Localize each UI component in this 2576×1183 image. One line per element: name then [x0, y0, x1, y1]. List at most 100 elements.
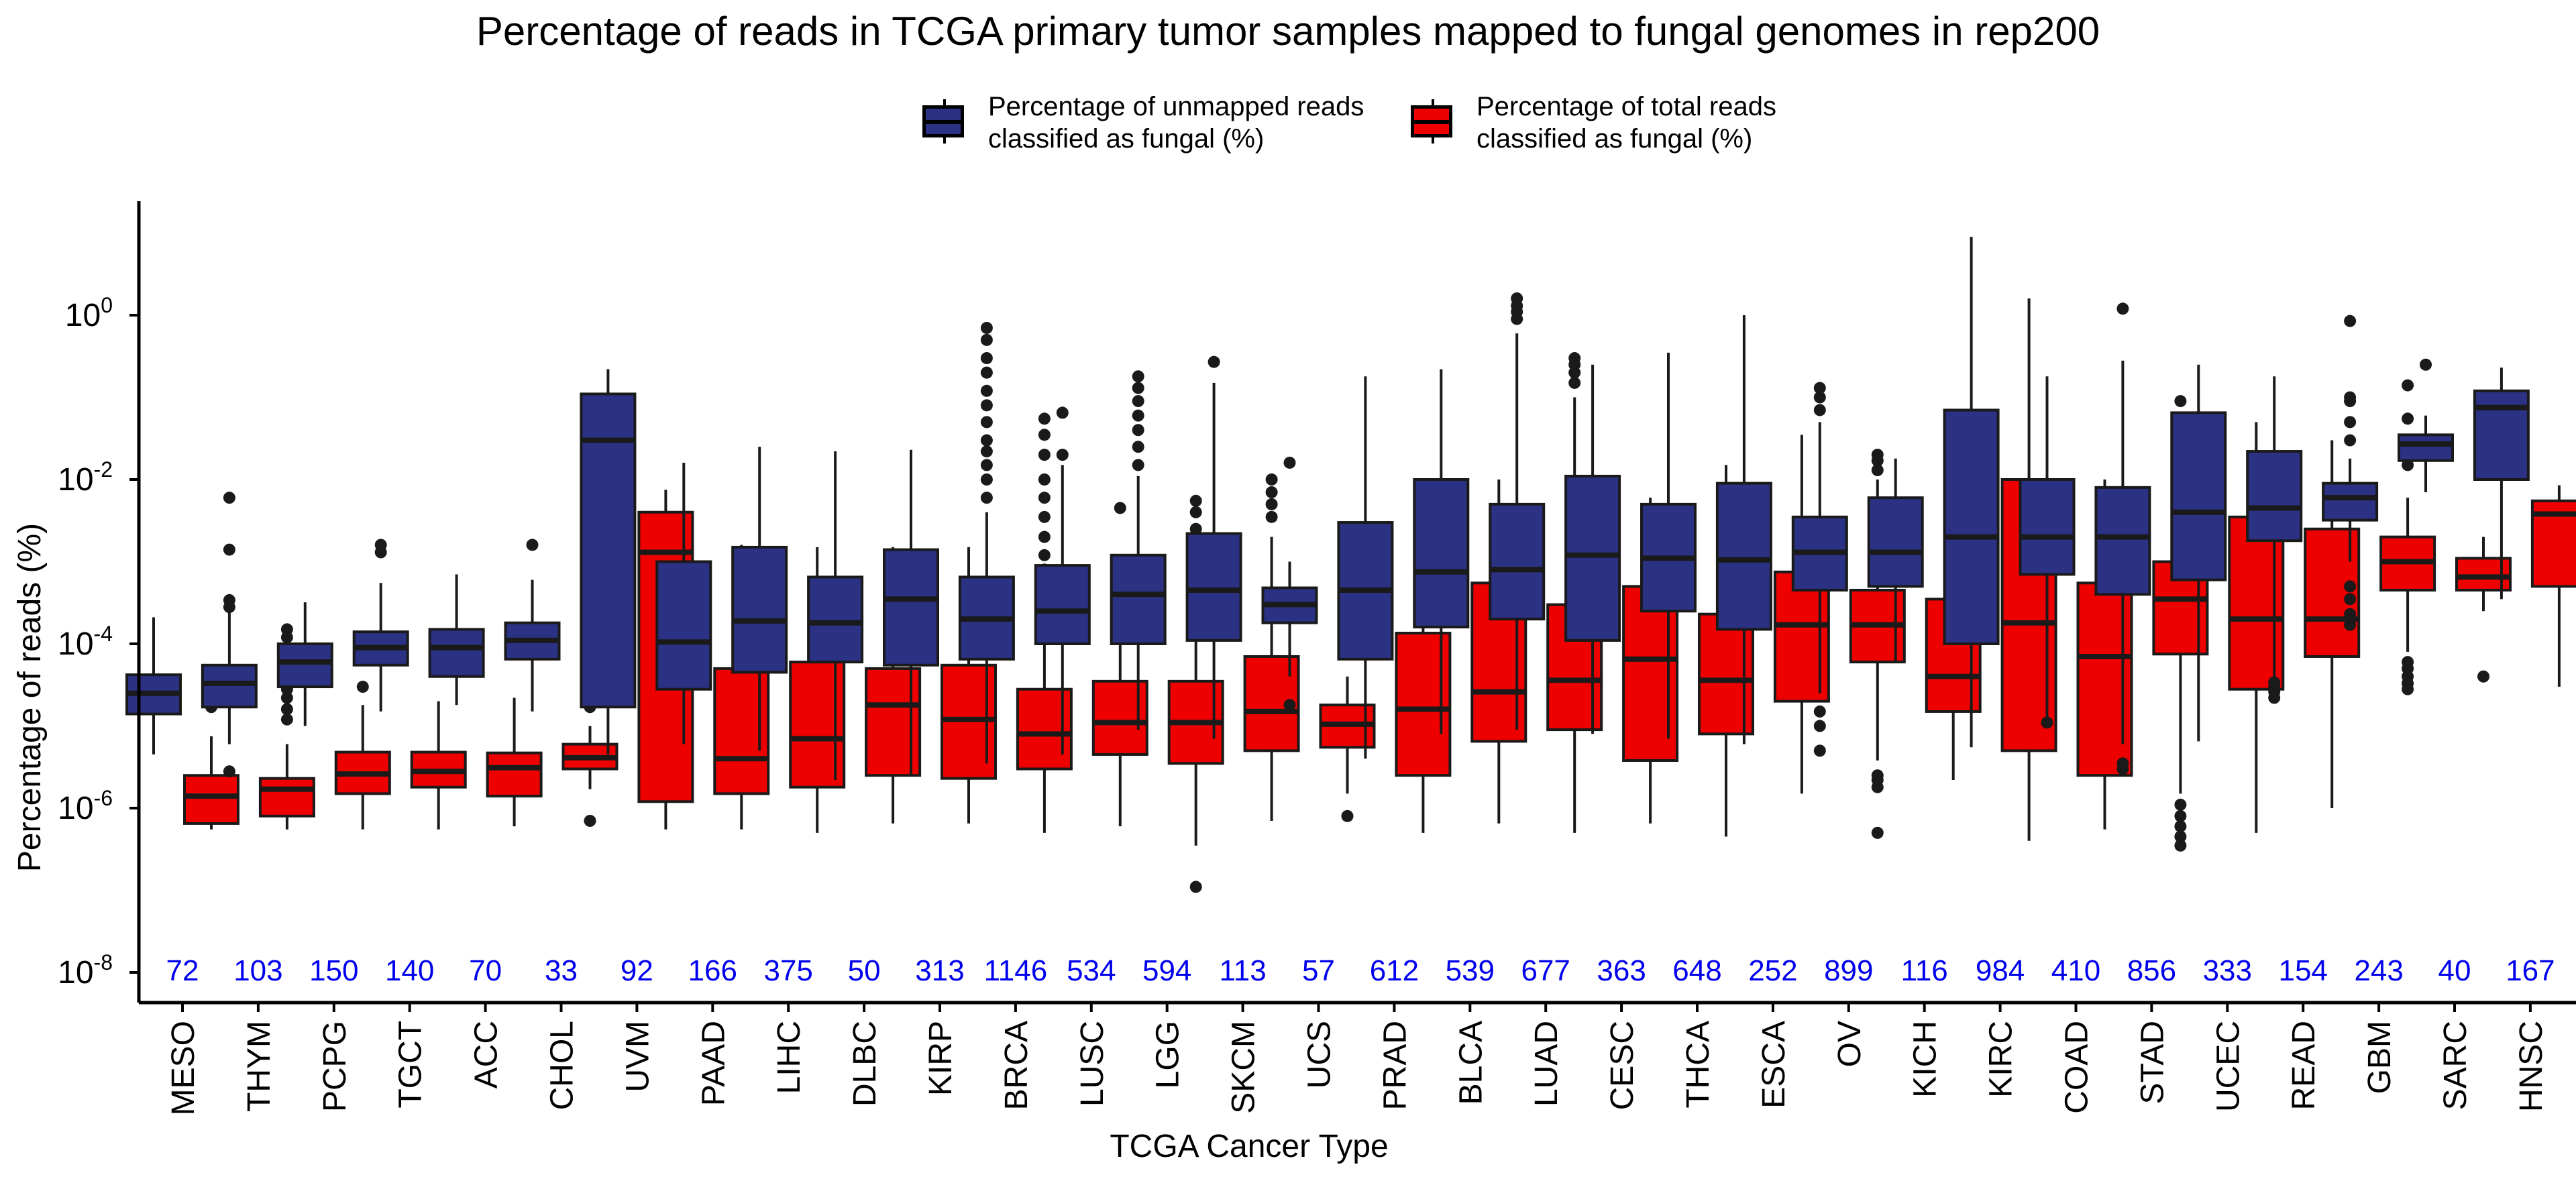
sample-count-label: 534 — [1067, 954, 1116, 987]
sample-count-label: 410 — [2051, 954, 2100, 987]
outlier-point — [2174, 809, 2187, 822]
box-unmapped — [1261, 456, 1318, 712]
outlier-point — [2116, 757, 2129, 770]
outlier-point — [980, 333, 993, 346]
outlier-point — [1132, 424, 1144, 437]
box-total — [258, 623, 315, 830]
box-unmapped — [428, 574, 485, 706]
box-unmapped — [2094, 302, 2151, 775]
legend-item-unmapped: Percentage of unmapped reads classified … — [922, 91, 1392, 158]
outlier-point — [2344, 434, 2357, 447]
sample-count-label: 50 — [848, 954, 881, 987]
legend-label-unmapped: Percentage of unmapped reads classified … — [988, 91, 1364, 155]
box-iqr — [1413, 478, 1470, 628]
count-labels-layer: 72 103 150 140 70 33 92 166 375 50 313 1146 534 594 11… — [166, 954, 2555, 987]
outlier-point — [280, 703, 293, 716]
outlier-point — [1265, 510, 1278, 523]
y-axis-title: Percentage of reads (%) — [12, 523, 48, 872]
x-tick-label: CHOL — [545, 1021, 580, 1110]
x-tick-label: ACC — [469, 1021, 504, 1088]
outlier-point — [1813, 720, 1826, 732]
sample-count-label: 612 — [1370, 954, 1419, 987]
box-unmapped — [2322, 315, 2379, 631]
outlier-point — [980, 416, 993, 429]
sample-count-label: 116 — [1901, 954, 1948, 987]
outlier-point — [1871, 769, 1884, 782]
box-unmapped — [352, 539, 409, 712]
category-thym — [201, 492, 315, 830]
box-unmapped — [1034, 406, 1091, 754]
sample-count-label: 313 — [915, 954, 964, 987]
box-unmapped — [2473, 368, 2530, 600]
box-unmapped — [1489, 292, 1546, 730]
box-unmapped — [2170, 364, 2227, 742]
sample-count-label: 103 — [233, 954, 282, 987]
x-tick-label: KICH — [1908, 1021, 1943, 1098]
outlier-point — [1208, 355, 1220, 368]
x-tick-label: UCS — [1302, 1021, 1338, 1088]
outlier-point — [1132, 395, 1144, 408]
outlier-point — [1341, 809, 1354, 822]
box-unmapped — [1715, 315, 1772, 744]
outlier-point — [1265, 498, 1278, 510]
box-total — [486, 697, 543, 827]
sample-count-label: 33 — [545, 954, 578, 987]
box-iqr — [883, 548, 939, 667]
box-total — [1243, 473, 1300, 821]
sample-count-label: 363 — [1597, 954, 1646, 987]
box-iqr — [183, 774, 239, 825]
outlier-point — [2420, 358, 2432, 371]
outlier-point — [1283, 456, 1296, 469]
outlier-point — [1132, 459, 1144, 471]
outlier-point — [1038, 449, 1051, 461]
outlier-point — [980, 473, 993, 486]
outlier-point — [1813, 705, 1826, 718]
box-iqr — [2246, 450, 2303, 543]
chart-title: Percentage of reads in TCGA primary tumo… — [476, 9, 2100, 54]
box-unmapped — [731, 447, 788, 751]
box-unmapped — [276, 602, 333, 726]
sample-count-label: 252 — [1748, 954, 1797, 987]
legend-key-unmapped — [922, 99, 964, 144]
outlier-point — [2344, 593, 2357, 606]
x-tick-label: KIRC — [1984, 1021, 2019, 1098]
box-unmapped — [125, 617, 182, 754]
sample-count-label: 167 — [2506, 954, 2555, 987]
box-unmapped — [2246, 376, 2303, 704]
outlier-point — [1265, 473, 1278, 486]
outlier-point — [223, 594, 235, 606]
sample-count-label: 899 — [1824, 954, 1873, 987]
x-tick-label: PCPG — [317, 1021, 353, 1112]
legend-label-line: classified as fungal (%) — [988, 124, 1265, 154]
box-unmapped — [655, 462, 712, 744]
y-tick-label: 10-6 — [58, 786, 113, 826]
outlier-point — [1265, 486, 1278, 498]
sample-count-label: 140 — [385, 954, 434, 987]
box-total — [334, 681, 391, 830]
y-tick-label: 100 — [65, 293, 113, 333]
outlier-point — [980, 459, 993, 471]
box-iqr — [2019, 478, 2076, 576]
outlier-point — [1114, 502, 1126, 514]
outlier-point — [1038, 412, 1051, 425]
sample-count-label: 333 — [2203, 954, 2252, 987]
outlier-point — [1038, 530, 1051, 543]
outlier-point — [1568, 352, 1581, 365]
box-unmapped — [2398, 358, 2454, 492]
sample-count-label: 70 — [469, 954, 502, 987]
outlier-point — [2402, 656, 2414, 669]
outlier-point — [2344, 391, 2357, 404]
outlier-point — [2174, 830, 2187, 843]
outlier-point — [2174, 839, 2187, 852]
outlier-point — [1871, 826, 1884, 839]
box-iqr — [1943, 408, 2000, 645]
box-iqr — [258, 777, 315, 818]
box-iqr — [1034, 564, 1091, 645]
outlier-point — [1038, 549, 1051, 561]
sample-count-label: 166 — [688, 954, 737, 987]
outlier-point — [280, 691, 293, 704]
outlier-point — [1038, 473, 1051, 486]
x-tick-label: OV — [1832, 1021, 1868, 1067]
box-unmapped — [883, 449, 939, 776]
outlier-point — [1813, 382, 1826, 394]
